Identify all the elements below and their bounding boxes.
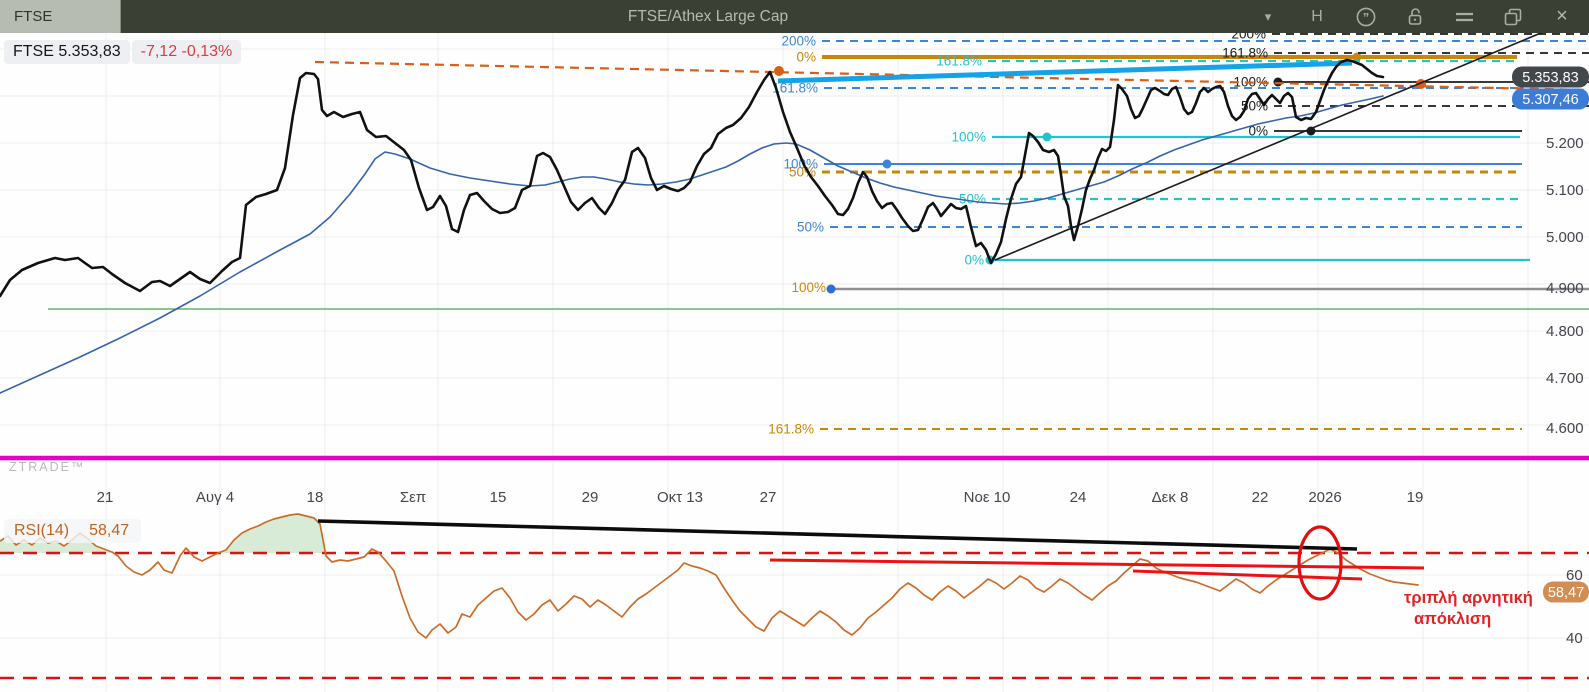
date-axis-label: Αυγ 4	[196, 489, 234, 506]
fib-black-label: 0%	[1248, 124, 1268, 139]
lock-open-icon[interactable]	[1404, 6, 1426, 28]
price-axis-label: 5.000	[1546, 229, 1584, 246]
price-axis-label: 5.100	[1546, 182, 1584, 199]
price-axis-label: 4.700	[1546, 370, 1584, 387]
badge-text: 5.353,83	[1522, 70, 1578, 86]
fib-blue-anchor-dot	[882, 159, 892, 169]
price-axis-label: 4.800	[1546, 323, 1584, 340]
5.307,46-badge	[1512, 88, 1589, 110]
window-header: FTSE FTSE/Athex Large Cap ▾ H ”	[0, 0, 1589, 33]
divergence-annotation: απόκλιση	[1414, 610, 1491, 628]
duplicate-window-icon[interactable]	[1502, 6, 1524, 28]
badge-text: 58,47	[1548, 585, 1584, 601]
date-axis-label: 24	[1070, 489, 1087, 506]
date-axis-label: 27	[760, 489, 777, 506]
symbol-tab-label: FTSE	[14, 8, 53, 25]
ma-line	[0, 95, 1384, 394]
date-axis-label: 29	[582, 489, 599, 506]
date-axis-label: 15	[490, 489, 507, 506]
rsi-axis-label: 60	[1566, 567, 1583, 584]
fib-black-label: 161.8%	[1222, 46, 1268, 61]
fib-olive-label: 0%	[796, 50, 816, 65]
fib-olive-anchor-dot	[1352, 52, 1362, 62]
quote-bubble-icon[interactable]: ”	[1355, 6, 1377, 28]
price-line	[0, 58, 1385, 298]
divergence-ellipse	[1297, 525, 1343, 601]
ztrade-watermark: ZTRADE™	[9, 460, 86, 474]
date-axis-label: 2026	[1308, 489, 1341, 506]
fib-cyan-label: 0%	[964, 253, 984, 268]
badge-text: 5.307,46	[1522, 92, 1578, 108]
fib-olive-label: 161.8%	[768, 422, 814, 437]
rsi-red-lower	[1132, 569, 1363, 581]
rsi-legend[interactable]: RSI(14) 58,47	[4, 519, 142, 543]
diagonal-trendline	[994, 12, 1589, 261]
date-axis-label: Δεκ 8	[1152, 489, 1189, 506]
date-axis-label: Σεπ	[400, 489, 426, 506]
fib-cyan-label: 161.8%	[936, 54, 982, 69]
price-axis-label: 4.900	[1546, 280, 1584, 297]
price-axis-label: 5.200	[1546, 135, 1584, 152]
orange-fan-anchor-dot	[774, 66, 784, 76]
date-axis-label: 18	[307, 489, 324, 506]
quote-legend[interactable]: FTSE 5.353,83 -7,12 -0,13%	[4, 40, 242, 64]
date-axis-label: 21	[97, 489, 114, 506]
5.353,83-badge	[1512, 66, 1589, 88]
interval-button[interactable]: H	[1311, 7, 1323, 25]
gray-ray-anchor-dot	[826, 284, 836, 294]
divergence-annotation: τριπλή αρνητική	[1404, 589, 1533, 607]
menu-icon[interactable]	[1453, 6, 1475, 28]
fib-blue-label: 161.8%	[772, 81, 818, 96]
rsi-label: RSI(14)	[14, 522, 70, 539]
quote-change: -7,12 -0,13%	[131, 40, 242, 64]
window-title: FTSE/Athex Large Cap	[627, 7, 789, 25]
58,47-badge	[1543, 581, 1589, 603]
chevron-down-icon[interactable]: ▾	[1264, 8, 1272, 24]
rsi-red-upper	[769, 558, 1425, 570]
date-axis-label: Νοε 10	[964, 489, 1011, 506]
rsi-line	[0, 513, 1419, 639]
fib-blue-label: 100%	[783, 157, 818, 172]
fib-blue-label: 200%	[781, 34, 816, 49]
rsi-axis-label: 40	[1566, 630, 1583, 647]
fib-olive-label: 100%	[791, 280, 826, 295]
fib-cyan-label: 50%	[959, 192, 986, 207]
quote-symbol-price: FTSE 5.353,83	[4, 40, 130, 64]
svg-text:”: ”	[1363, 10, 1370, 25]
date-axis-label: 22	[1252, 489, 1269, 506]
fib-blue-label: 50%	[797, 220, 824, 235]
rsi-value: 58,47	[89, 522, 130, 539]
header-toolbar: ▾ H ”	[1257, 0, 1573, 33]
close-icon[interactable]: ×	[1556, 5, 1568, 27]
symbol-tab[interactable]: FTSE	[0, 0, 121, 33]
fib-cyan-anchor-dot	[1042, 132, 1052, 142]
fib-cyan-label: 100%	[951, 130, 986, 145]
price-axis-label: 4.600	[1546, 420, 1584, 437]
blue-thick-trendline	[777, 60, 1353, 84]
date-axis-label: 19	[1407, 489, 1424, 506]
rsi-black-trend	[317, 519, 1358, 551]
date-axis-label: Οκτ 13	[657, 489, 703, 506]
rsi-overbought-fill	[0, 514, 1418, 553]
